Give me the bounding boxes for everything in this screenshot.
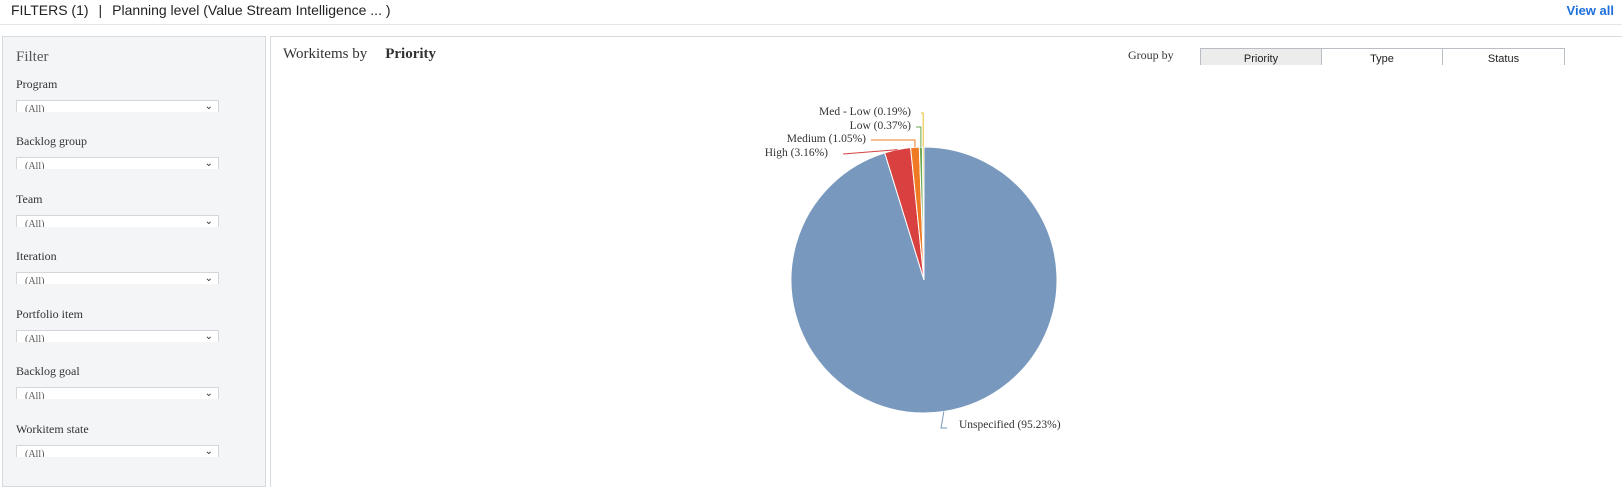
group-by-toggle: Priority Type Status — [1200, 48, 1565, 65]
chevron-down-icon: ⌄ — [204, 446, 213, 457]
filter-sidebar: Filter Program (All) ⌄ Backlog group (Al… — [2, 36, 266, 487]
filter-iteration: Iteration (All) ⌄ — [16, 249, 226, 284]
workitem-state-select[interactable]: (All) ⌄ — [16, 445, 219, 457]
chevron-down-icon: ⌄ — [204, 158, 213, 169]
pie-label: Med - Low (0.19%) — [819, 106, 911, 118]
pie-leader-lines — [842, 112, 947, 429]
chart-title-group: Priority — [385, 46, 437, 62]
leader-line — [871, 139, 916, 148]
team-select[interactable]: (All) ⌄ — [16, 215, 219, 227]
pie-label: Medium (1.05%) — [787, 133, 866, 145]
leader-line — [921, 112, 924, 148]
select-value: (All) — [25, 104, 45, 112]
filter-portfolio-item: Portfolio item (All) ⌄ — [16, 307, 226, 342]
program-select[interactable]: (All) ⌄ — [16, 100, 219, 112]
group-by-type[interactable]: Type — [1322, 49, 1443, 65]
backlog-group-select[interactable]: (All) ⌄ — [16, 157, 219, 169]
chevron-down-icon: ⌄ — [204, 273, 213, 284]
filter-label: Portfolio item — [16, 307, 83, 321]
filters-count[interactable]: FILTERS (1) — [11, 2, 89, 18]
filter-label: Workitem state — [16, 422, 89, 436]
filter-team: Team (All) ⌄ — [16, 192, 226, 227]
select-value: (All) — [25, 334, 45, 342]
select-value: (All) — [25, 276, 45, 284]
chevron-down-icon: ⌄ — [204, 388, 213, 399]
group-by-priority[interactable]: Priority — [1201, 49, 1322, 65]
filter-label: Team — [16, 192, 43, 206]
sidebar-title: Filter — [16, 49, 49, 65]
leader-line — [916, 126, 922, 148]
filter-workitem-state: Workitem state (All) ⌄ — [16, 422, 226, 457]
pie-label: Low (0.37%) — [850, 120, 911, 132]
view-all-link[interactable]: View all — [1566, 3, 1614, 18]
chevron-down-icon: ⌄ — [204, 216, 213, 227]
chevron-down-icon: ⌄ — [204, 331, 213, 342]
filter-program: Program (All) ⌄ — [16, 77, 226, 112]
filter-backlog-goal: Backlog goal (All) ⌄ — [16, 364, 226, 399]
chart-panel: Workitems by Priority Group by Priority T… — [270, 36, 1622, 487]
chart-title: Workitems by Priority — [283, 46, 436, 63]
filters-separator: | — [98, 2, 103, 18]
pie-label: Unspecified (95.23%) — [959, 419, 1061, 431]
select-value: (All) — [25, 161, 45, 169]
pie-labels: Unspecified (95.23%) High (3.16%) Medium (… — [765, 106, 1061, 431]
filter-label: Program — [16, 77, 58, 91]
planning-level-filter[interactable]: Planning level (Value Stream Intelligenc… — [112, 2, 391, 18]
filters-summary[interactable]: FILTERS (1) | Planning level (Value Stream… — [11, 1, 391, 19]
filters-bar: FILTERS (1) | Planning level (Value Stream… — [0, 0, 1622, 25]
group-by-status[interactable]: Status — [1443, 49, 1564, 65]
select-value: (All) — [25, 391, 45, 399]
priority-pie-chart: Unspecified (95.23%) High (3.16%) Medium (… — [765, 106, 1061, 431]
backlog-goal-select[interactable]: (All) ⌄ — [16, 387, 219, 399]
select-value: (All) — [25, 449, 45, 457]
pie-label: High (3.16%) — [765, 147, 828, 159]
leader-line — [940, 411, 947, 429]
pie-slices — [790, 146, 1058, 414]
chart-title-prefix: Workitems by — [283, 46, 368, 62]
filter-label: Iteration — [16, 249, 57, 263]
select-value: (All) — [25, 219, 45, 227]
filter-backlog-group: Backlog group (All) ⌄ — [16, 134, 226, 169]
leader-line — [842, 149, 898, 155]
filter-label: Backlog goal — [16, 364, 80, 378]
portfolio-item-select[interactable]: (All) ⌄ — [16, 330, 219, 342]
chevron-down-icon: ⌄ — [204, 101, 213, 112]
filter-label: Backlog group — [16, 134, 87, 148]
group-by-label: Group by — [1128, 48, 1174, 62]
iteration-select[interactable]: (All) ⌄ — [16, 272, 219, 284]
